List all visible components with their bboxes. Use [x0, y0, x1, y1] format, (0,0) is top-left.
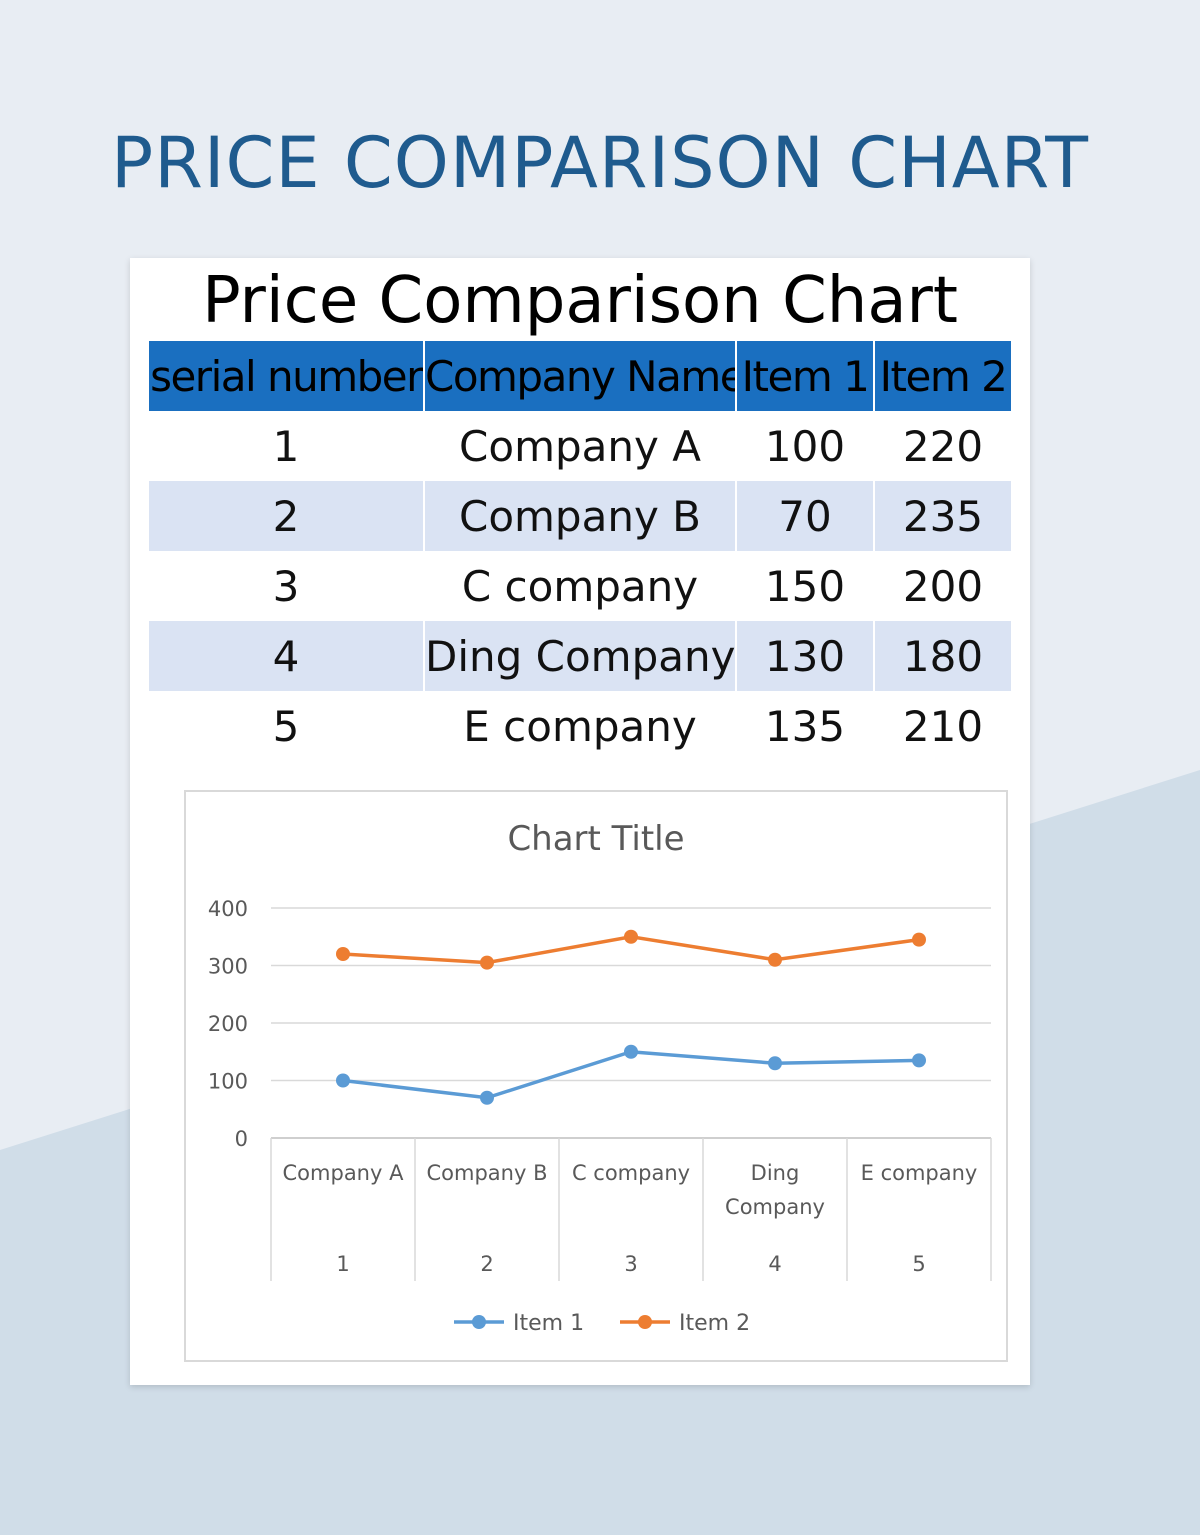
y-tick-label: 100 [208, 1070, 248, 1094]
x-serial-label: 1 [336, 1252, 349, 1276]
x-tick-label: E company [861, 1161, 978, 1185]
x-tick-label: Company B [427, 1161, 548, 1185]
cell-item-2: 210 [902, 701, 984, 751]
data-point [768, 1056, 782, 1071]
table-row: 2 Company B 70 235 [149, 481, 1011, 551]
table-row: 3 C company 150 200 [149, 551, 1011, 621]
data-point [480, 955, 494, 970]
y-tick-label: 300 [208, 955, 248, 979]
data-point [912, 1053, 926, 1068]
data-point [624, 1044, 638, 1059]
legend-label-2: Item 2 [679, 1311, 750, 1336]
data-point [480, 1090, 494, 1105]
data-point [336, 1073, 350, 1088]
cell-company: Company A [424, 411, 737, 481]
x-serial-label: 3 [624, 1252, 637, 1276]
x-tick-label: Ding [751, 1161, 800, 1185]
cell-item-1: 70 [736, 481, 875, 551]
header-item-1: Item 1 [736, 341, 875, 411]
table-row: 4 Ding Company 130 180 [149, 621, 1011, 691]
data-point [336, 947, 350, 961]
header-item-2: Item 2 [874, 341, 1011, 411]
chart-title: Chart Title [507, 819, 684, 859]
x-tick-label: Company [725, 1195, 825, 1219]
line-chart: Chart Title 0 100 200 300 400 Company A 1 Compan… [184, 790, 1008, 1362]
table-row: 5 E company 135 210 [149, 691, 1011, 761]
cell-item-1: 135 [736, 691, 875, 761]
price-table: serial number Company Name Item 1 Item 2… [149, 341, 1011, 761]
cell-item-2: 200 [902, 561, 984, 611]
cell-item-2: 235 [874, 481, 1011, 551]
x-serial-label: 5 [912, 1252, 925, 1276]
cell-item-1: 100 [736, 411, 875, 481]
cell-company: E company [424, 691, 737, 761]
legend-label-1: Item 1 [513, 1311, 584, 1336]
y-tick-label: 200 [208, 1012, 248, 1036]
data-point [768, 952, 782, 967]
data-point [624, 929, 638, 944]
cell-serial: 4 [149, 621, 425, 691]
chart-svg: Chart Title 0 100 200 300 400 Company A 1 Compan… [208, 819, 992, 1336]
cell-item-1: 130 [736, 621, 875, 691]
y-tick-label: 0 [235, 1127, 248, 1151]
cell-company: C company [424, 551, 737, 621]
header-serial-number: serial number [149, 341, 425, 411]
cell-item-2: 220 [902, 421, 984, 471]
x-serial-label: 2 [480, 1252, 493, 1276]
spreadsheet-sheet: Price Comparison Chart serial number Com… [130, 258, 1030, 1385]
data-point [912, 932, 926, 947]
header-company-name: Company Name [424, 341, 737, 411]
page-title: PRICE COMPARISON CHART [111, 122, 1089, 204]
sheet-title: Price Comparison Chart [202, 264, 958, 338]
cell-serial: 1 [149, 411, 425, 481]
cell-company: Ding Company [424, 621, 737, 691]
cell-serial: 2 [149, 481, 425, 551]
legend-marker-1 [472, 1315, 486, 1329]
cell-item-2: 180 [874, 621, 1011, 691]
table-header-row: serial number Company Name Item 1 Item 2 [149, 341, 1011, 411]
x-tick-label: Company A [283, 1161, 405, 1185]
cell-item-1: 150 [736, 551, 875, 621]
legend-marker-2 [638, 1315, 652, 1329]
cell-serial: 3 [149, 551, 425, 621]
y-tick-label: 400 [208, 897, 248, 921]
cell-company: Company B [424, 481, 737, 551]
x-tick-label: C company [572, 1161, 690, 1185]
x-serial-label: 4 [768, 1252, 781, 1276]
cell-serial: 5 [149, 691, 425, 761]
table-row: 1 Company A 100 220 [149, 411, 1011, 481]
